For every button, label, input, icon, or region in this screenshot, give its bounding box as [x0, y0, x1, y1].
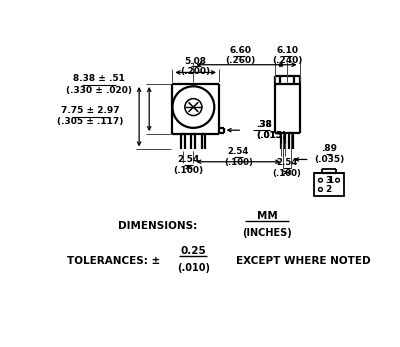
Text: (.200): (.200) [181, 67, 211, 76]
Text: MM: MM [257, 211, 277, 221]
Text: (.330 ± .020): (.330 ± .020) [66, 85, 132, 94]
Text: EXCEPT WHERE NOTED: EXCEPT WHERE NOTED [236, 256, 371, 266]
Text: (.015): (.015) [256, 131, 286, 140]
Text: 6.10: 6.10 [276, 46, 298, 55]
Text: (INCHES): (INCHES) [242, 228, 292, 238]
Text: 6.60: 6.60 [229, 46, 251, 55]
Text: .89: .89 [321, 144, 337, 153]
Text: 2.54: 2.54 [228, 147, 249, 156]
Text: (.010): (.010) [177, 263, 210, 273]
Text: 3: 3 [325, 176, 331, 185]
Text: (.100): (.100) [224, 158, 253, 167]
Text: DIMENSIONS:: DIMENSIONS: [118, 221, 197, 231]
Text: 1: 1 [327, 176, 333, 185]
Text: (.260): (.260) [225, 56, 255, 65]
Text: TOLERANCES: ±: TOLERANCES: ± [67, 256, 160, 266]
Text: 7.75 ± 2.97: 7.75 ± 2.97 [61, 106, 120, 115]
Bar [314, 172, 344, 196]
Text: (.305 ± .117): (.305 ± .117) [57, 118, 124, 127]
Text: (.035): (.035) [314, 155, 344, 164]
Text: (.100): (.100) [173, 166, 204, 175]
Text: 2.54: 2.54 [276, 158, 298, 167]
Text: 5.08: 5.08 [185, 57, 207, 66]
Text: 2.54: 2.54 [177, 155, 200, 164]
Text: (.100): (.100) [273, 169, 302, 178]
Text: 2: 2 [325, 185, 331, 194]
Text: (.015): (.015) [256, 131, 286, 140]
Text: 0.25: 0.25 [180, 246, 206, 256]
Text: .38: .38 [256, 120, 272, 129]
Text: .38: .38 [256, 120, 272, 129]
Text: 8.38 ± .51: 8.38 ± .51 [73, 74, 125, 83]
Text: (.240): (.240) [272, 56, 302, 65]
